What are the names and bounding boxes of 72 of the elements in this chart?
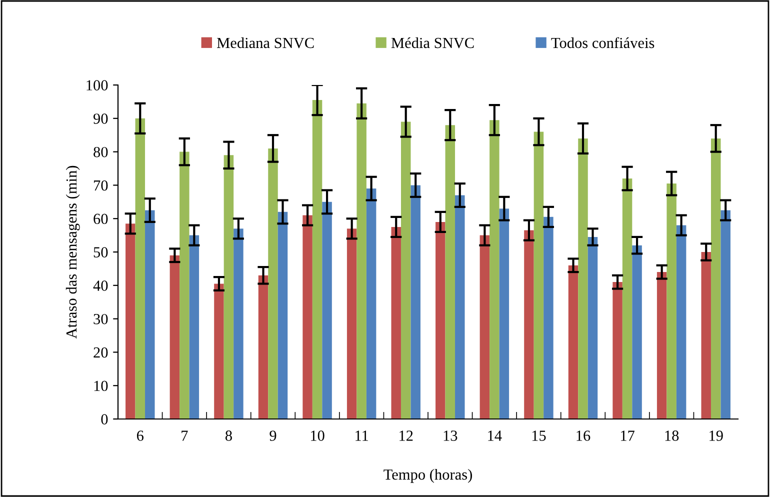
bar [622,178,632,419]
x-tick-label: 10 [310,430,324,441]
x-tick-label: 7 [182,430,188,441]
bar [612,282,622,419]
x-tick-label: 19 [710,430,723,441]
y-tick-label: 40 [93,280,108,291]
bar [278,212,288,419]
bar [126,224,136,419]
bar [322,202,332,419]
bar [666,184,676,419]
bar [135,118,146,419]
bar [632,245,642,419]
bar [710,138,721,419]
y-tick-label: 0 [101,414,108,424]
bar [312,100,322,419]
bar [234,228,244,419]
bar [214,284,224,419]
bar [676,225,686,419]
bar [701,252,711,419]
bar [588,236,598,419]
bar [224,155,234,419]
legend-label: Média SNVC [391,37,474,48]
x-axis-title: Tempo (horas) [384,468,472,483]
y-tick-label: 90 [93,114,108,124]
y-tick-label: 10 [94,380,108,392]
legend-label: Mediana SNVC [217,37,314,48]
y-axis-title: Atraso das mensagens (min) [66,166,80,339]
y-tick-label: 100 [86,80,108,90]
bar [534,132,544,419]
bar [544,216,554,419]
bar [189,235,200,419]
y-tick-label: 60 [94,214,108,224]
bar [400,122,411,419]
x-tick-label: 6 [136,430,144,441]
x-tick-label: 15 [532,430,546,441]
x-tick-label: 8 [225,430,232,441]
bar [356,103,366,419]
bar [445,125,456,419]
bar [524,230,534,419]
bar [490,120,500,419]
bar [568,265,578,419]
x-tick-label: 17 [620,430,634,441]
x-tick-label: 13 [444,430,458,441]
legend-label: Todos confiáveis [551,37,654,48]
y-tick-label: 50 [94,247,108,258]
y-tick-label: 80 [94,146,108,158]
x-tick-label: 18 [665,430,679,441]
y-tick-label: 30 [94,314,108,324]
bar [180,152,190,419]
bar [391,226,401,419]
bar [366,188,376,419]
bar [410,185,420,419]
bar [656,272,667,419]
bar [578,138,588,419]
bar [346,228,357,419]
bar [170,255,180,419]
bar [145,210,155,419]
bar [480,235,490,419]
bar [720,210,730,419]
y-tick-label: 20 [94,347,108,358]
bar [268,148,278,419]
bar [436,222,446,419]
bar [499,208,510,419]
bar [302,215,312,419]
x-tick-label: 14 [488,430,502,441]
x-tick-label: 12 [400,430,413,441]
y-tick-label: 70 [94,180,108,191]
bar [258,275,268,419]
x-tick-label: 11 [356,430,368,441]
x-tick-label: 16 [576,430,590,441]
bar [455,195,465,419]
x-tick-label: 9 [270,430,276,441]
